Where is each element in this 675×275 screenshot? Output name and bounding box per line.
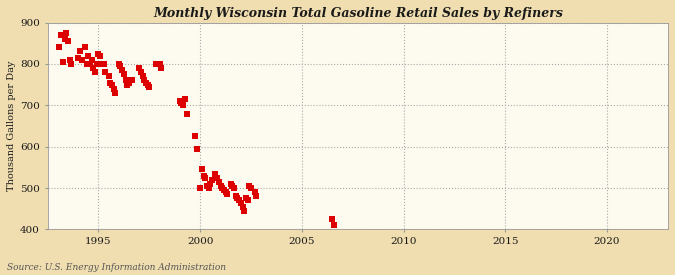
Point [250,194,261,199]
Point [91,62,102,66]
Point [207,178,217,182]
Point [105,80,115,85]
Point [178,103,189,108]
Title: Monthly Wisconsin Total Gasoline Retail Sales by Refiners: Monthly Wisconsin Total Gasoline Retail … [153,7,563,20]
Point [83,53,94,58]
Point [246,186,256,190]
Point [181,111,192,116]
Point [84,62,95,66]
Point [180,97,190,101]
Point [107,82,117,87]
Y-axis label: Thousand Gallons per Day: Thousand Gallons per Day [7,61,16,191]
Point [234,198,244,203]
Point [176,101,187,105]
Point [74,49,85,54]
Point [174,99,185,103]
Point [95,53,105,58]
Point [59,37,70,41]
Point [142,82,153,87]
Point [212,175,223,180]
Point [156,66,167,70]
Point [202,184,213,188]
Point [196,167,207,172]
Point [242,198,253,203]
Point [191,147,202,151]
Point [120,78,131,82]
Point [90,70,101,74]
Point [329,223,340,227]
Point [113,62,124,66]
Point [64,57,75,62]
Point [140,80,151,85]
Point [124,80,134,85]
Text: Source: U.S. Energy Information Administration: Source: U.S. Energy Information Administ… [7,263,225,272]
Point [136,70,146,74]
Point [139,78,150,82]
Point [240,196,251,200]
Point [153,62,163,66]
Point [198,174,209,178]
Point [57,60,68,64]
Point [54,45,65,50]
Point [244,184,255,188]
Point [127,78,138,82]
Point [151,62,161,66]
Point [76,57,87,62]
Point [200,175,211,180]
Point [215,184,226,188]
Point [190,134,200,139]
Point [227,184,238,188]
Point [134,66,144,70]
Point [117,68,128,72]
Point [230,194,241,199]
Point [137,74,148,78]
Point [154,62,165,66]
Point [98,62,109,66]
Point [232,196,243,200]
Point [115,64,126,68]
Point [80,45,90,50]
Point [86,57,97,62]
Point [110,91,121,95]
Point [100,70,111,74]
Point [203,186,214,190]
Point [220,190,231,194]
Point [144,84,155,89]
Point [239,209,250,213]
Point [222,192,233,196]
Point [61,31,72,35]
Point [236,200,246,205]
Point [217,186,227,190]
Point [205,182,216,186]
Point [97,62,107,66]
Point [210,171,221,176]
Point [93,51,104,56]
Point [327,217,338,221]
Point [195,186,206,190]
Point [108,87,119,91]
Point [229,186,240,190]
Point [103,74,114,78]
Point [225,182,236,186]
Point [81,62,92,66]
Point [122,82,133,87]
Point [88,66,99,70]
Point [219,188,230,192]
Point [213,180,224,184]
Point [63,39,74,43]
Point [237,204,248,209]
Point [66,62,77,66]
Point [56,33,67,37]
Point [249,190,260,194]
Point [119,72,130,76]
Point [73,56,84,60]
